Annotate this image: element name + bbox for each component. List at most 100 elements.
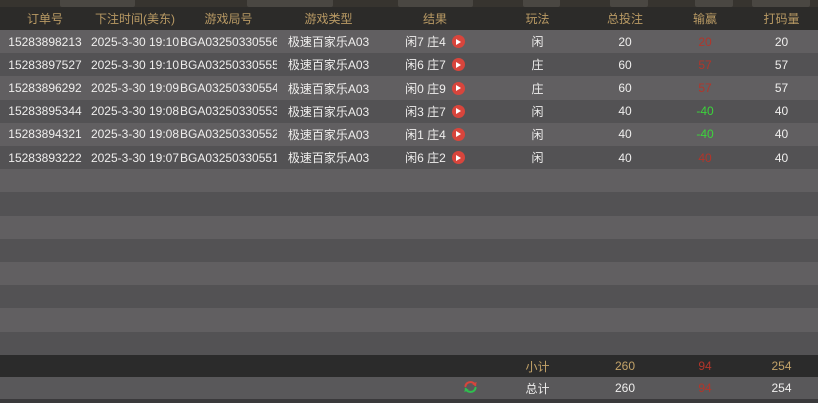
cell-bet-time: 2025-3-30 19:07 <box>90 150 180 165</box>
column-header-result: 结果 <box>422 12 447 26</box>
table-row-empty <box>0 308 818 332</box>
table-row-empty <box>0 215 818 239</box>
cell-turnover: 20 <box>774 34 789 49</box>
table-header: 订单号 下注时间(美东) 游戏局号 游戏类型 结果 玩法 总投注 输赢 打码量 <box>0 7 818 30</box>
table-row-empty <box>0 238 818 263</box>
cell-bet-time: 2025-3-30 19:08 <box>90 104 180 119</box>
cell-order-id: 15283895344 <box>8 104 82 119</box>
cell-win-loss: 57 <box>698 57 712 72</box>
table-row-empty <box>0 331 818 355</box>
filter-bar <box>0 0 818 7</box>
cell-order-id: 15283894321 <box>8 127 82 142</box>
cell-game-type: 极速百家乐A03 <box>287 35 370 50</box>
cell-result: 闲3 庄7 <box>380 100 490 123</box>
column-header-turnover: 打码量 <box>763 12 800 26</box>
filter-input-stub[interactable] <box>60 0 135 7</box>
replay-play-icon[interactable] <box>451 151 465 165</box>
total-turnover: 254 <box>771 381 792 395</box>
column-header-round-id: 游戏局号 <box>204 12 253 26</box>
cell-win-loss: 20 <box>698 34 712 49</box>
cell-order-id: 15283897527 <box>8 57 82 72</box>
filter-input-stub[interactable] <box>610 0 648 7</box>
filter-input-stub[interactable] <box>247 0 333 7</box>
filter-input-stub[interactable] <box>523 0 560 7</box>
result-text: 闲3 庄7 <box>405 104 446 119</box>
cell-round-id: BGA03250330553 <box>180 104 277 119</box>
column-header-win-loss: 输赢 <box>692 12 717 26</box>
cell-turnover: 40 <box>774 150 789 165</box>
cell-round-id: BGA03250330552 <box>180 127 277 142</box>
subtotal-total-bet: 260 <box>614 359 636 373</box>
cell-win-loss: -40 <box>696 104 714 119</box>
result-text: 闲7 庄4 <box>405 35 446 50</box>
total-win-loss: 94 <box>698 381 712 395</box>
cell-win-loss: -40 <box>696 127 714 142</box>
cell-play: 庄 <box>531 81 544 96</box>
cell-bet-time: 2025-3-30 19:08 <box>90 127 180 142</box>
subtotal-win-loss: 94 <box>698 359 712 373</box>
cell-game-type: 极速百家乐A03 <box>287 58 370 73</box>
cell-round-id: BGA03250330555 <box>180 57 277 72</box>
cell-round-id: BGA03250330556 <box>180 34 277 49</box>
result-text: 闲6 庄7 <box>405 58 446 73</box>
result-text: 闲0 庄9 <box>405 81 446 96</box>
table-row: 15283897527 2025-3-30 19:10 BGA032503305… <box>0 53 818 77</box>
table-body: 15283898213 2025-3-30 19:10 BGA032503305… <box>0 30 818 355</box>
cell-game-type: 极速百家乐A03 <box>287 151 370 166</box>
cell-result: 闲6 庄7 <box>380 53 490 76</box>
cell-total-bet: 60 <box>618 81 632 95</box>
cell-total-bet: 40 <box>618 150 632 165</box>
cell-total-bet: 40 <box>618 127 632 142</box>
replay-play-icon[interactable] <box>451 127 465 141</box>
cell-total-bet: 20 <box>618 34 632 49</box>
table-row-empty <box>0 262 818 286</box>
table-row-empty <box>0 169 818 193</box>
filter-input-stub[interactable] <box>752 0 810 7</box>
refresh-icon[interactable] <box>463 380 478 397</box>
replay-play-icon[interactable] <box>451 81 465 95</box>
cell-win-loss: 40 <box>698 150 712 165</box>
cell-bet-time: 2025-3-30 19:09 <box>90 81 180 95</box>
cell-bet-time: 2025-3-30 19:10 <box>90 57 180 72</box>
cell-win-loss: 57 <box>698 81 712 95</box>
replay-play-icon[interactable] <box>451 104 465 118</box>
total-total-bet: 260 <box>614 381 636 395</box>
bottom-edge <box>0 399 818 403</box>
cell-result: 闲6 庄2 <box>380 146 490 169</box>
cell-order-id: 15283896292 <box>8 81 82 95</box>
cell-game-type: 极速百家乐A03 <box>287 81 370 96</box>
table-row: 15283898213 2025-3-30 19:10 BGA032503305… <box>0 30 818 54</box>
cell-play: 闲 <box>531 104 544 119</box>
table-row-empty <box>0 192 818 216</box>
cell-result: 闲7 庄4 <box>380 30 490 53</box>
subtotal-label: 小计 <box>525 359 550 374</box>
cell-round-id: BGA03250330554 <box>180 81 277 95</box>
table-row: 15283893222 2025-3-30 19:07 BGA032503305… <box>0 146 818 170</box>
cell-turnover: 40 <box>774 127 789 142</box>
cell-turnover: 57 <box>774 81 789 95</box>
column-header-order-id: 订单号 <box>26 12 63 26</box>
cell-bet-time: 2025-3-30 19:10 <box>90 34 180 49</box>
cell-order-id: 15283898213 <box>8 34 82 49</box>
table-row: 15283894321 2025-3-30 19:08 BGA032503305… <box>0 122 818 147</box>
result-text: 闲6 庄2 <box>405 151 446 166</box>
cell-play: 闲 <box>531 127 544 142</box>
cell-turnover: 57 <box>774 57 789 72</box>
cell-total-bet: 60 <box>618 57 632 72</box>
cell-play: 闲 <box>531 35 544 50</box>
cell-play: 庄 <box>531 58 544 73</box>
column-header-game-type: 游戏类型 <box>304 12 353 26</box>
filter-input-stub[interactable] <box>398 0 473 7</box>
cell-round-id: BGA03250330551 <box>180 150 277 165</box>
replay-play-icon[interactable] <box>451 58 465 72</box>
cell-game-type: 极速百家乐A03 <box>287 127 370 142</box>
cell-game-type: 极速百家乐A03 <box>287 104 370 119</box>
filter-input-stub[interactable] <box>695 0 733 7</box>
replay-play-icon[interactable] <box>451 35 465 49</box>
cell-turnover: 40 <box>774 104 789 119</box>
result-text: 闲1 庄4 <box>405 127 446 142</box>
subtotal-row: 小计 260 94 254 <box>0 355 818 377</box>
cell-total-bet: 40 <box>618 104 632 119</box>
subtotal-turnover: 254 <box>771 359 792 373</box>
